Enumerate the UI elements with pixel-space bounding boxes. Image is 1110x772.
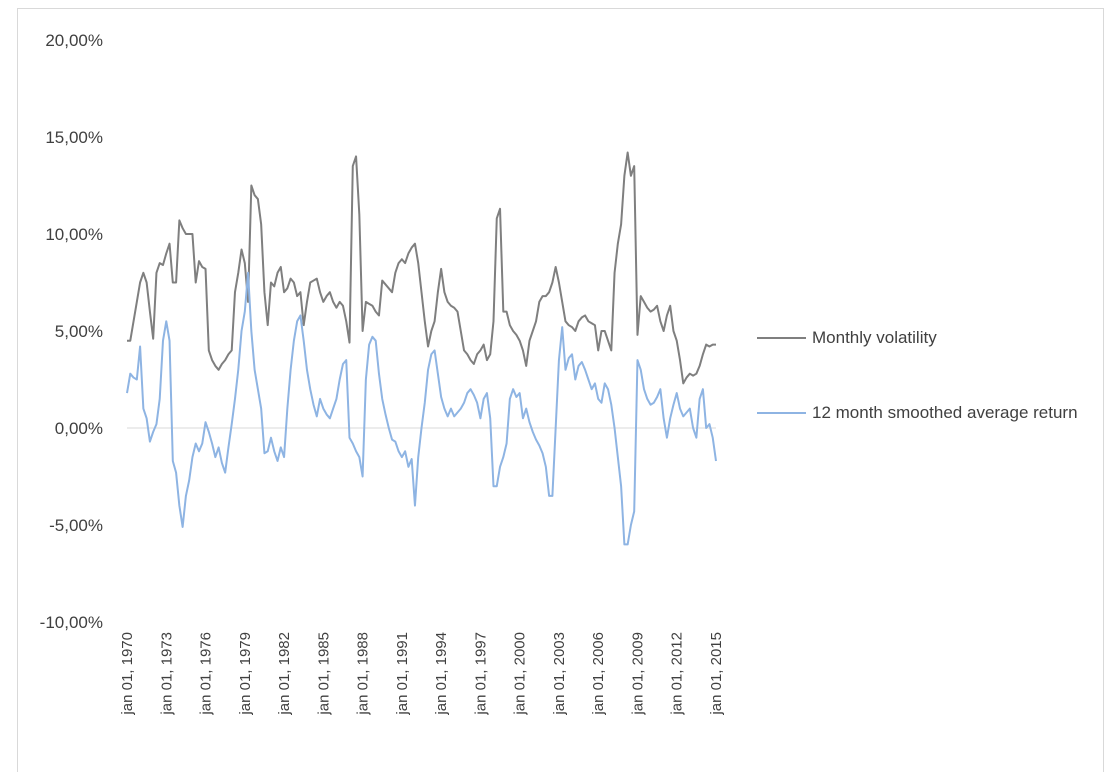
series-line [126,271,717,546]
y-tick-label: 5,00% [55,322,103,341]
x-tick-label: jan 01, 2009 [629,632,646,716]
x-tick-label: jan 01, 2000 [512,632,529,716]
x-tick-label: jan 01, 1985 [315,632,332,716]
x-tick-label: jan 01, 2003 [551,632,568,716]
y-tick-label: 20,00% [45,31,103,50]
y-tick-label: 15,00% [45,128,103,147]
chart-border [17,8,1104,772]
y-tick-label: -10,00% [40,613,103,632]
x-tick-label: jan 01, 1973 [158,632,175,716]
x-tick-label: jan 01, 1982 [276,632,293,716]
y-tick-label: 0,00% [55,419,103,438]
series-line [127,151,716,385]
legend-label: Monthly volatility [812,328,937,347]
y-tick-label: -5,00% [49,516,103,535]
x-tick-label: jan 01, 2006 [590,632,607,716]
legend-label: 12 month smoothed average return [812,403,1078,422]
x-tick-label: jan 01, 1979 [237,632,254,716]
x-tick-label: jan 01, 1991 [394,632,411,716]
x-tick-label: jan 01, 1970 [119,632,136,716]
x-tick-label: jan 01, 1997 [472,632,489,716]
x-tick-label: jan 01, 2015 [708,632,725,716]
x-tick-label: jan 01, 1976 [198,632,215,716]
x-tick-label: jan 01, 1988 [355,632,372,716]
y-tick-label: 10,00% [45,225,103,244]
x-tick-label: jan 01, 2012 [669,632,686,716]
x-tick-label: jan 01, 1994 [433,632,450,716]
